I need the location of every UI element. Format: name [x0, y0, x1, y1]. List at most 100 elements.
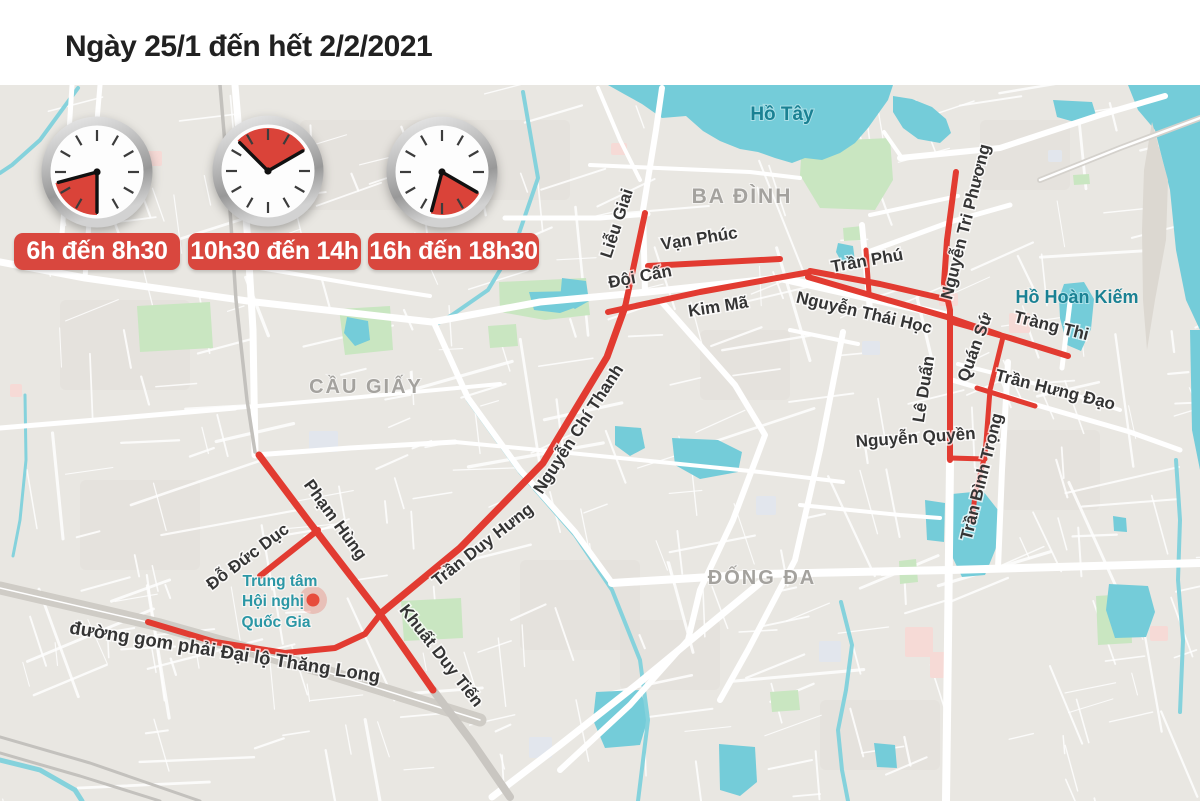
clock-hand	[440, 170, 479, 194]
road-white	[942, 458, 954, 801]
clock-tick	[294, 185, 305, 193]
clock-tick	[111, 135, 119, 146]
road-white	[798, 503, 942, 520]
clock-hand	[238, 141, 270, 173]
route-tran-duy-hung-nguyen-chi-thanh	[376, 303, 629, 618]
building-block	[756, 496, 776, 515]
city-block	[980, 120, 1070, 190]
building-block	[862, 341, 880, 355]
route-doi-can	[605, 269, 813, 315]
route-tran-phu	[807, 268, 948, 302]
clock-tick	[231, 149, 242, 157]
road-white	[588, 163, 802, 180]
landmark-marker-dot	[306, 593, 320, 607]
clock-tick	[405, 150, 416, 158]
road-white	[432, 322, 615, 586]
road-white	[502, 211, 651, 221]
water-body	[1106, 584, 1155, 638]
clock-morning	[37, 112, 157, 232]
water-body	[1190, 330, 1200, 470]
road-white	[252, 439, 458, 458]
clock-tick	[282, 134, 290, 145]
clock-time-wedge	[237, 127, 306, 171]
building-block	[1048, 150, 1062, 162]
label-landmark: Hội nghị	[242, 593, 304, 610]
hospital-block	[1150, 626, 1168, 641]
clock-center-dot	[264, 167, 272, 175]
clock-evening-time-pill: 16h đến 18h30	[368, 233, 539, 270]
route-trang-thi	[950, 319, 1071, 359]
road-white	[233, 382, 502, 410]
city-block	[80, 480, 200, 570]
header: Ngày 25/1 đến hết 2/2/2021	[0, 0, 1200, 85]
route-chu-van-an	[863, 247, 872, 296]
river-line	[836, 600, 854, 801]
water-body	[615, 426, 645, 456]
road-gray	[429, 686, 514, 801]
clock-hand	[429, 170, 444, 213]
clock-tick	[60, 186, 71, 194]
road-white	[788, 328, 860, 346]
page-title: Ngày 25/1 đến hết 2/2/2021	[65, 30, 433, 63]
clock-tick	[456, 198, 464, 209]
label-landmark: Trung tâm	[243, 573, 318, 590]
label-ho-hoan-kiem: Hồ Hoàn Kiếm	[1015, 287, 1138, 307]
clock-center-dot	[438, 168, 446, 176]
road-white	[868, 194, 960, 217]
road-white	[0, 405, 238, 431]
route-nguyen-tri-phuong-le-duan	[941, 169, 959, 463]
river-line	[1174, 458, 1185, 714]
river-line	[0, 86, 80, 175]
water-body	[893, 96, 951, 143]
clock-tick	[123, 150, 134, 158]
clock-midday-time-pill: 10h30 đến 14h	[188, 233, 361, 270]
road-white	[453, 440, 845, 484]
label-ho-tay: Hồ Tây	[750, 104, 814, 125]
hanoi-map: BA ĐÌNH CẦU GIẤY ĐỐNG ĐA Hồ Tây Hồ Hoàn Kiếm…	[0, 85, 1200, 801]
water-body	[948, 491, 998, 577]
route-khuat-duy-tien	[376, 610, 437, 694]
route-lieu-giai	[622, 210, 648, 310]
clock-midday	[208, 111, 328, 231]
city-block	[820, 700, 940, 770]
route-do-duc-duc	[257, 527, 321, 579]
building-block	[309, 431, 338, 452]
route-pham-hung	[255, 451, 384, 618]
map-canvas: BA ĐÌNH CẦU GIẤY ĐỐNG ĐA Hồ Tây Hồ Hoàn Kiếm…	[0, 85, 1200, 801]
clock-morning-time-pill: 6h đến 8h30	[14, 233, 180, 270]
water-body	[1113, 516, 1127, 532]
road-white	[557, 297, 768, 773]
road-white	[608, 559, 1200, 587]
road-white	[428, 274, 784, 326]
road-white	[640, 85, 665, 295]
clock-hand	[266, 149, 305, 173]
road-white	[0, 258, 436, 326]
clock-tick	[456, 135, 464, 146]
clock-evening	[382, 112, 502, 232]
route-quan-su-tran-binh-trong	[969, 334, 1006, 525]
road-white	[897, 93, 1168, 161]
clock-tick	[468, 150, 479, 158]
park-area	[1073, 174, 1090, 185]
river-line	[0, 757, 85, 801]
park-area	[488, 324, 518, 348]
park-area	[770, 690, 800, 712]
road-white	[596, 86, 642, 182]
hospital-block	[930, 652, 946, 678]
park-area	[401, 598, 463, 641]
road-white	[258, 266, 432, 298]
clock-tick	[75, 198, 83, 209]
clock-hand	[56, 170, 99, 185]
park-area	[843, 226, 863, 241]
route-nguyen-quyen	[947, 455, 988, 462]
road-gray	[0, 735, 202, 801]
clock-tick	[420, 135, 428, 146]
road-white	[488, 579, 764, 801]
water-body	[874, 743, 897, 768]
label-ba-dinh: BA ĐÌNH	[692, 185, 793, 208]
road-gray	[1038, 116, 1200, 182]
clock-tick	[246, 134, 254, 145]
clock-tick	[231, 185, 242, 193]
clock-tick	[111, 198, 119, 209]
clock-tick	[60, 150, 71, 158]
